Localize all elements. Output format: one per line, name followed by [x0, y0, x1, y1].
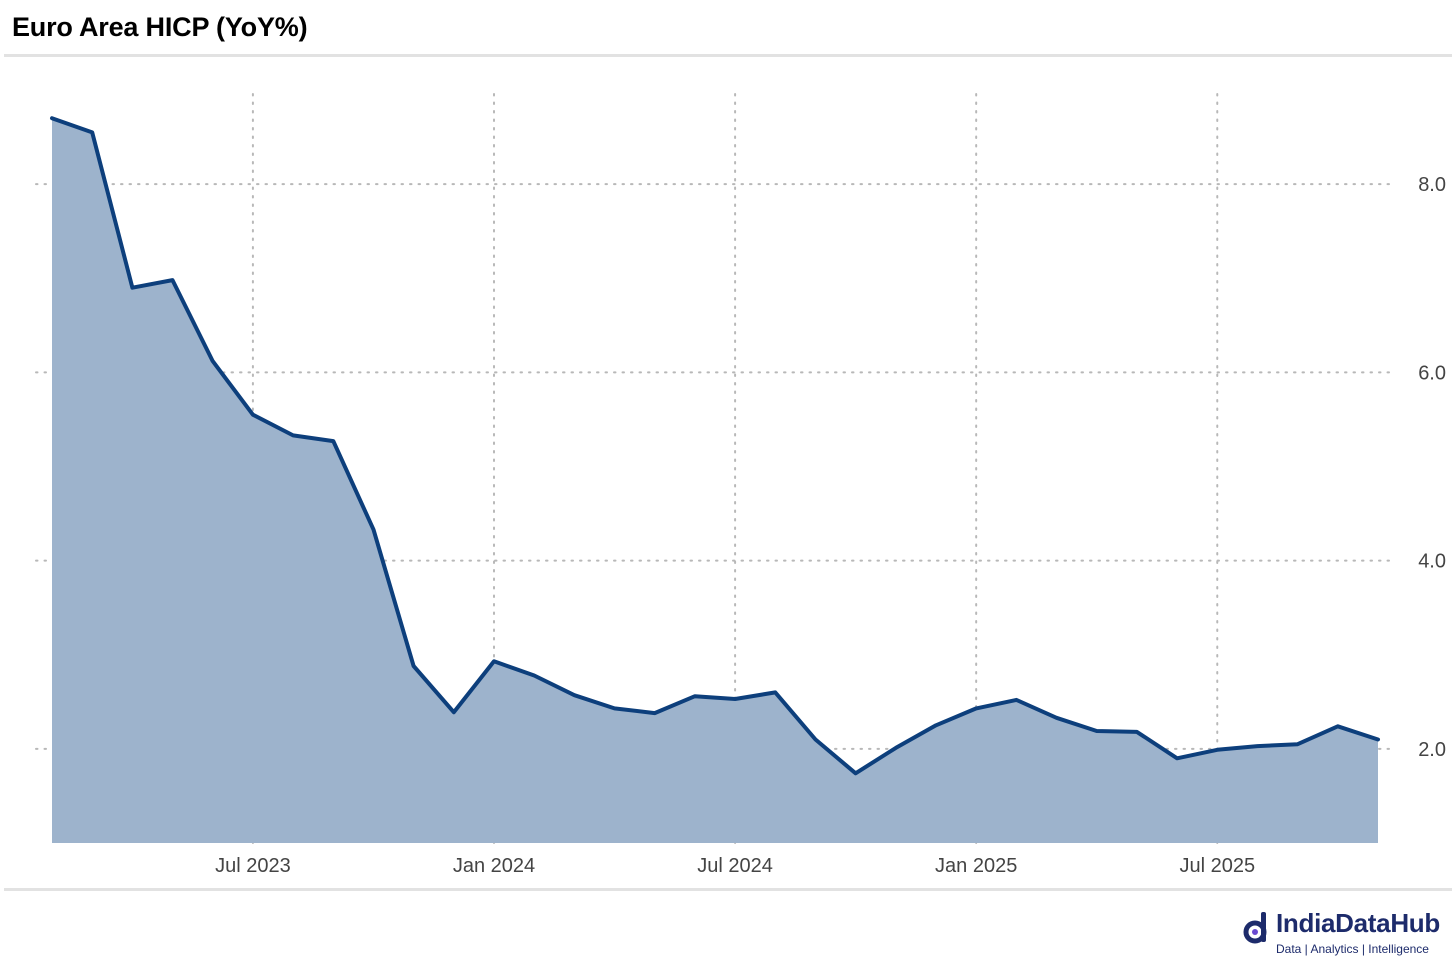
indiadatahub-logo-icon	[1243, 912, 1267, 944]
chart-title: Euro Area HICP (YoY%)	[12, 12, 308, 42]
x-tick-label-2025-01: Jan 2025	[935, 855, 1017, 877]
hicp-area-fill	[52, 118, 1378, 843]
footer-divider	[4, 888, 1452, 891]
y-tick-label-8.0: 8.0	[1418, 174, 1446, 196]
brand-name: IndiaDataHub	[1276, 908, 1440, 938]
y-tick-label-6.0: 6.0	[1418, 362, 1446, 384]
hicp-area-chart: Jul 2023 Jan 2024 Jul 2024 Jan 2025 Jul 2025…	[35, 93, 1446, 877]
brand-tagline: Data | Analytics | Intelligence	[1276, 942, 1429, 956]
title-divider	[4, 54, 1452, 57]
hicp-series-line	[50, 116, 1380, 776]
x-tick-label-2023-07: Jul 2023	[215, 855, 291, 877]
area-layer	[50, 116, 1380, 843]
x-tick-label-2025-07: Jul 2025	[1179, 855, 1255, 877]
x-tick-label-2024-07: Jul 2024	[697, 855, 773, 877]
y-axis: 2.0 4.0 6.0 8.0	[1418, 174, 1446, 761]
x-axis: Jul 2023 Jan 2024 Jul 2024 Jan 2025 Jul 2025	[215, 855, 1255, 877]
x-tick-label-2024-01: Jan 2024	[453, 855, 535, 877]
indiadatahub-logo: IndiaDataHub Data | Analytics | Intellig…	[1240, 906, 1450, 958]
y-tick-label-4.0: 4.0	[1418, 551, 1446, 573]
y-tick-label-2.0: 2.0	[1418, 739, 1446, 761]
